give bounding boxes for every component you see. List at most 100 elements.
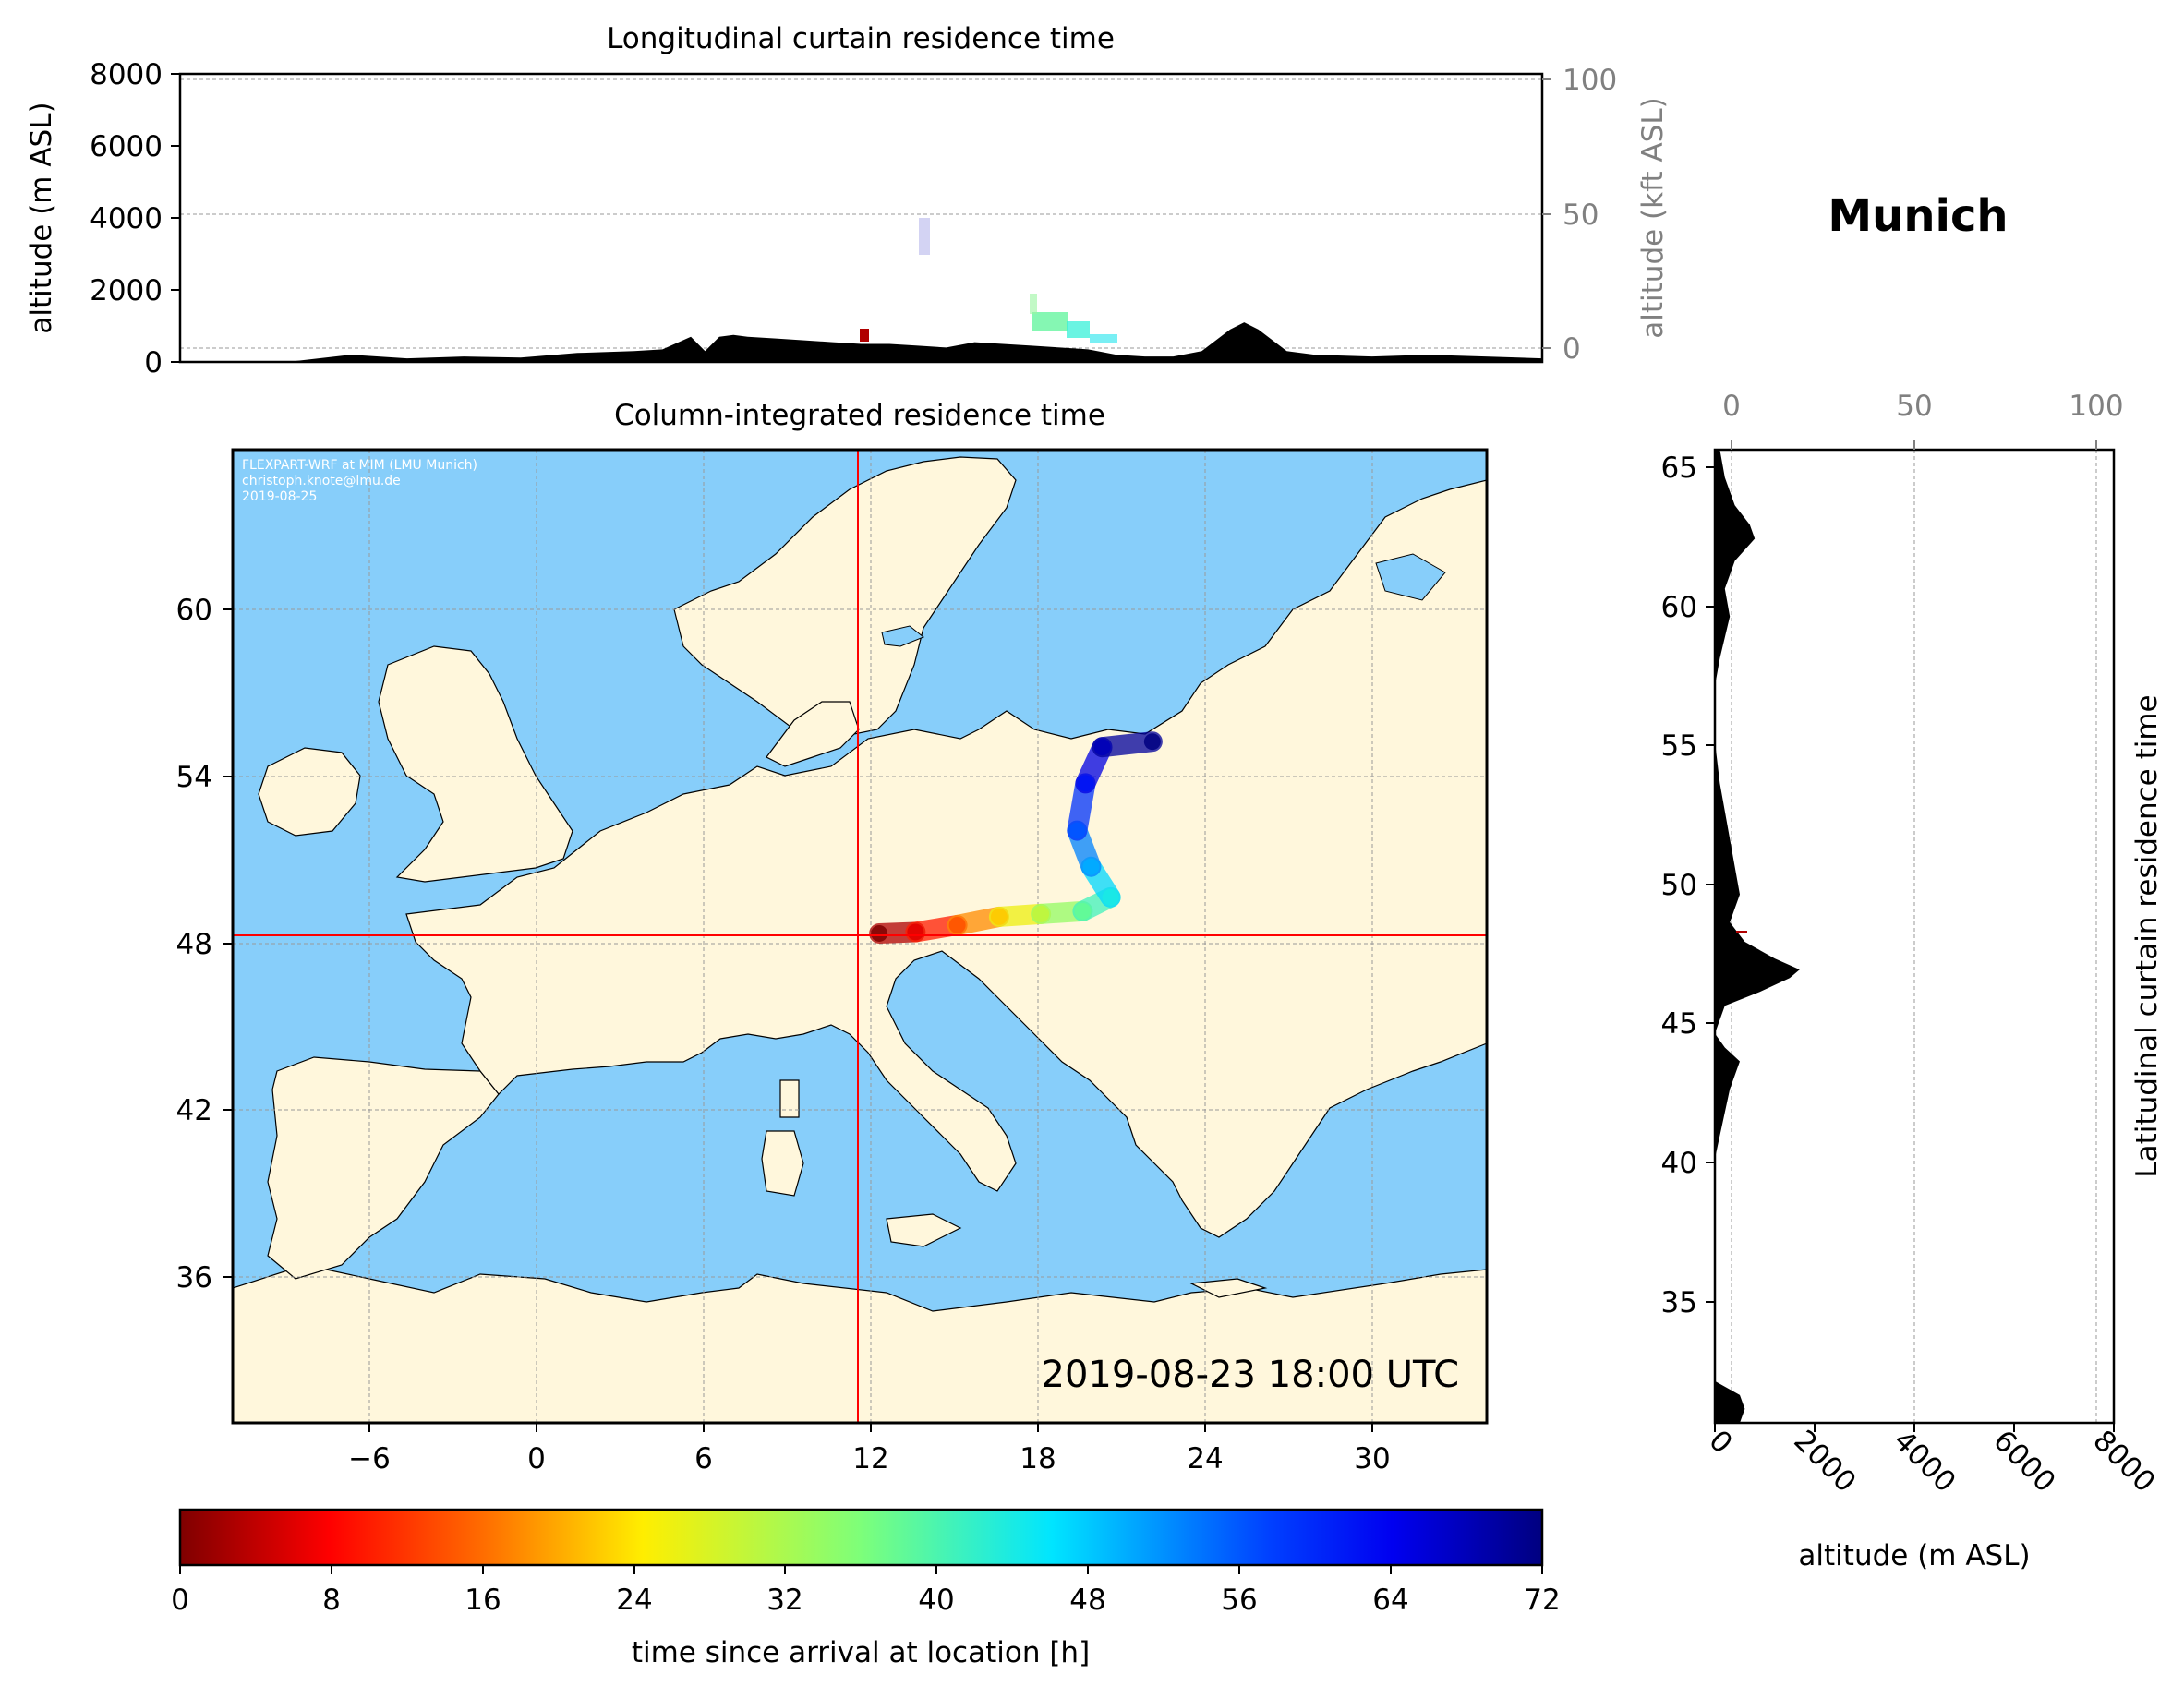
latitudinal-terrain-area xyxy=(1715,450,1800,1423)
colorbar-tick: 56 xyxy=(1221,1584,1257,1617)
latitudinal-ytick: 60 xyxy=(1661,591,1697,624)
map-ytick: 36 xyxy=(176,1261,212,1295)
latitudinal-xtick: 4000 xyxy=(1887,1424,1961,1499)
latitudinal-panel: 35 40 45 50 55 60 65 0 50 100 0 2000 400… xyxy=(1661,390,2164,1572)
longitudinal-left-axis: 0 2000 4000 6000 8000 xyxy=(90,58,180,379)
colorbar-tick: 40 xyxy=(918,1584,954,1617)
map-xtick: 0 xyxy=(527,1442,546,1475)
longitudinal-terrain-area xyxy=(180,322,1542,362)
longitudinal-ytick: 0 xyxy=(144,346,163,379)
trajectory-point xyxy=(948,916,966,933)
landmass-ireland xyxy=(258,747,361,837)
trajectory-segment xyxy=(1092,731,1163,758)
longitudinal-panel: Longitudinal curtain residence time xyxy=(25,22,1670,379)
longitudinal-right-axis: 0 50 100 xyxy=(1542,64,1617,366)
colorbar-label: time since arrival at location [h] xyxy=(632,1636,1090,1669)
map-xtick: 24 xyxy=(1187,1442,1223,1475)
colorbar-tick: 16 xyxy=(465,1584,501,1617)
lake-vanern xyxy=(881,625,924,647)
map-ytick: 60 xyxy=(176,594,212,627)
map-xtick: 12 xyxy=(852,1442,888,1475)
longitudinal-frame xyxy=(178,72,1544,364)
landmass-sardinia xyxy=(761,1130,804,1197)
latitudinal-ytick: 50 xyxy=(1661,869,1697,902)
latitudinal-ytick: 40 xyxy=(1661,1147,1697,1180)
trajectory-point xyxy=(1032,905,1050,922)
longitudinal-right-ytick: 0 xyxy=(1563,332,1581,366)
credit-line: 2019-08-25 xyxy=(242,489,317,504)
latitudinal-xlabel: altitude (m ASL) xyxy=(1798,1539,2030,1572)
colorbar-tick: 64 xyxy=(1372,1584,1408,1617)
colorbar-gradient xyxy=(178,1508,1544,1567)
latitudinal-ytick: 45 xyxy=(1661,1007,1697,1041)
trajectory-point xyxy=(1068,822,1086,839)
latitudinal-xaxis: 0 2000 4000 6000 8000 xyxy=(1702,1423,2162,1499)
residence-mark-cyan xyxy=(1067,321,1090,338)
landmass-british-isles xyxy=(378,645,573,883)
longitudinal-ytick: 8000 xyxy=(90,58,163,91)
map-credit: FLEXPART-WRF at MIM (LMU Munich) christo… xyxy=(242,458,477,504)
residence-mark-aqua xyxy=(1090,334,1117,343)
longitudinal-ytick: 6000 xyxy=(90,130,163,163)
latitudinal-top-axis: 0 50 100 xyxy=(1722,390,2124,450)
trajectory-point xyxy=(871,924,888,942)
landmass-iberia xyxy=(267,1056,500,1280)
residence-mark-red xyxy=(860,329,869,342)
map-title: Column-integrated residence time xyxy=(614,399,1105,432)
trajectory-point xyxy=(1093,739,1111,756)
colorbar-ticks: 0 8 16 24 32 40 48 56 64 72 xyxy=(171,1565,1561,1617)
latitudinal-ylabel: Latitudinal curtain residence time xyxy=(2130,694,2164,1177)
lake-ladoga xyxy=(1375,553,1446,601)
residence-mark-lightgreen xyxy=(1030,294,1037,314)
latitudinal-yaxis: 35 40 45 50 55 60 65 xyxy=(1661,452,1715,1319)
colorbar-tick: 8 xyxy=(322,1584,341,1617)
longitudinal-gridlines xyxy=(180,78,1542,349)
map-xaxis: −6 0 6 12 18 24 30 xyxy=(348,1423,1391,1475)
latitudinal-residence-mark xyxy=(1736,931,1747,933)
latitudinal-top-xtick: 0 xyxy=(1722,390,1741,423)
map-trajectory xyxy=(869,731,1163,944)
trajectory-point xyxy=(990,908,1008,925)
landmass-north-africa xyxy=(233,1264,1487,1423)
map-lakes xyxy=(881,553,1446,647)
colorbar-tick: 72 xyxy=(1524,1584,1560,1617)
trajectory-point xyxy=(1077,775,1094,792)
latitudinal-top-xtick: 100 xyxy=(2069,390,2123,423)
residence-mark-green xyxy=(1032,312,1068,331)
latitudinal-xtick: 2000 xyxy=(1787,1424,1862,1499)
trajectory-point xyxy=(1074,902,1092,920)
latitudinal-ytick: 55 xyxy=(1661,729,1697,763)
latitudinal-ytick: 35 xyxy=(1661,1286,1697,1319)
colorbar-tick: 24 xyxy=(616,1584,652,1617)
longitudinal-right-ylabel: altitude (kft ASL) xyxy=(1636,97,1670,338)
map-ytick: 54 xyxy=(176,761,212,794)
trajectory-point xyxy=(1143,733,1161,751)
longitudinal-ytick: 2000 xyxy=(90,274,163,307)
longitudinal-right-ytick: 100 xyxy=(1563,64,1617,97)
map-yaxis: 36 42 48 54 60 xyxy=(176,594,233,1295)
landmass-continental-europe xyxy=(405,479,1487,1238)
latitudinal-xtick: 6000 xyxy=(1986,1424,2061,1499)
map-landmasses xyxy=(233,456,1487,1423)
map-frame xyxy=(231,448,1489,1425)
trajectory-point xyxy=(1102,888,1119,906)
residence-mark-violet xyxy=(919,218,930,255)
longitudinal-ylabel: altitude (m ASL) xyxy=(25,102,58,333)
map-ytick: 48 xyxy=(176,928,212,961)
map-ytick: 42 xyxy=(176,1094,212,1127)
map-timestamp: 2019-08-23 18:00 UTC xyxy=(1042,1354,1459,1396)
longitudinal-residence-marks xyxy=(860,218,1117,343)
credit-line: FLEXPART-WRF at MIM (LMU Munich) xyxy=(242,458,477,473)
latitudinal-xtick: 0 xyxy=(1702,1424,1738,1460)
location-title: Munich xyxy=(1828,190,2008,242)
landmass-sicily xyxy=(886,1213,962,1247)
map-xtick: 18 xyxy=(1020,1442,1056,1475)
latitudinal-top-xtick: 50 xyxy=(1896,390,1932,423)
latitudinal-ytick: 65 xyxy=(1661,452,1697,485)
longitudinal-ytick: 4000 xyxy=(90,202,163,235)
landmass-scandinavia xyxy=(673,456,1017,740)
latitudinal-gridlines xyxy=(1731,450,2097,1423)
longitudinal-right-ytick: 50 xyxy=(1563,199,1599,232)
release-crosshair xyxy=(233,450,1487,1423)
